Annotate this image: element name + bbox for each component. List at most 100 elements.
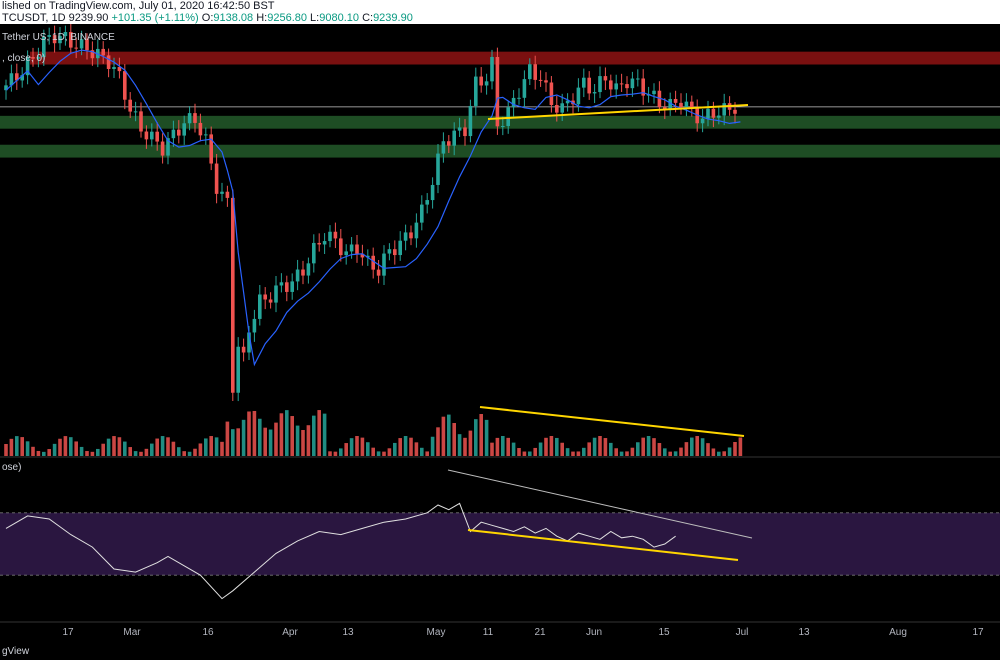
volume-bar <box>58 438 62 456</box>
candle-body <box>279 282 284 286</box>
volume-bar <box>501 436 505 456</box>
x-tick-label: Mar <box>123 627 141 638</box>
x-tick-label: 13 <box>342 627 354 638</box>
candle-body <box>182 123 186 136</box>
candle-body <box>9 73 14 86</box>
candle-body <box>528 64 532 80</box>
x-tick-label: 21 <box>534 627 546 638</box>
candle-body <box>79 39 84 49</box>
volume-bar <box>738 437 743 456</box>
volume-bar <box>452 423 456 456</box>
volume-bar <box>52 443 57 456</box>
volume-bar <box>393 442 397 456</box>
volume-bar <box>301 429 305 456</box>
candle-body <box>322 241 327 245</box>
candle-body <box>652 90 656 95</box>
volume-bar <box>360 437 365 456</box>
volume-bar <box>247 411 251 456</box>
volume-bar <box>96 448 100 456</box>
candle-body <box>717 115 721 118</box>
candle-body <box>236 346 240 393</box>
candle-body <box>376 269 381 276</box>
volume-bar <box>420 447 424 456</box>
candle-body <box>382 253 386 276</box>
candle-body <box>565 100 570 104</box>
candle-body <box>106 55 111 69</box>
candle-body <box>317 242 321 245</box>
volume-bar <box>220 441 224 456</box>
candle-body <box>484 81 489 86</box>
volume-bar <box>322 413 327 456</box>
candle-body <box>555 105 559 113</box>
volume-bar <box>614 448 618 456</box>
volume-bar <box>112 436 116 456</box>
candle-body <box>42 36 46 58</box>
volume-bar <box>349 438 354 456</box>
candle-body <box>733 109 737 114</box>
candle-body <box>598 76 602 93</box>
open-value: 9138.08 <box>213 12 254 24</box>
volume-bar <box>252 410 257 456</box>
open-label: O: <box>201 12 214 24</box>
volume-bar <box>544 437 548 456</box>
candle-body <box>641 78 645 96</box>
volume-bar <box>225 421 230 456</box>
volume-bar <box>652 438 656 456</box>
candle-body <box>333 231 338 239</box>
candle-body <box>123 71 127 100</box>
volume-bar <box>641 437 645 456</box>
candle-body <box>177 129 181 136</box>
candle-body <box>144 131 149 140</box>
candle-body <box>657 90 662 108</box>
last-price: 9239.90 <box>68 12 109 24</box>
low-value: 9080.10 <box>319 12 359 24</box>
candle-body <box>344 251 348 256</box>
x-tick-label: Apr <box>282 627 298 638</box>
volume-bar <box>663 448 667 456</box>
volume-bar <box>565 448 570 456</box>
candle-body <box>706 108 710 119</box>
volume-bar <box>144 448 149 456</box>
candle-body <box>25 57 30 76</box>
volume-trendline <box>479 406 745 437</box>
close-label: C: <box>362 12 374 24</box>
candle-body <box>268 299 273 303</box>
volume-bar <box>241 419 246 456</box>
candle-body <box>576 87 581 105</box>
volume-bar <box>630 447 635 456</box>
volume-bar <box>263 427 267 456</box>
candle-body <box>630 78 635 89</box>
candle-body <box>403 232 408 241</box>
volume-bar <box>160 436 165 456</box>
candle-body <box>247 332 251 353</box>
volume-bar <box>339 448 343 456</box>
volume-bar <box>204 438 208 456</box>
volume-bar <box>549 436 554 456</box>
candle-body <box>700 118 705 124</box>
x-tick-label: Aug <box>889 627 907 638</box>
volume-bar <box>533 447 537 456</box>
candle-body <box>625 84 629 89</box>
volume-bar <box>79 446 84 456</box>
ma-legend: , close, 0) <box>2 53 46 64</box>
candle-body <box>387 249 392 254</box>
candle-body <box>252 318 257 333</box>
candle-body <box>198 122 203 136</box>
volume-bar <box>603 438 608 456</box>
x-tick-label: 13 <box>798 627 810 638</box>
x-tick-label: 15 <box>658 627 670 638</box>
volume-bar <box>371 447 375 456</box>
candle-body <box>155 131 159 142</box>
volume-bar <box>619 451 624 456</box>
volume-bar <box>187 451 192 456</box>
rsi-resistance-trendline <box>447 469 753 539</box>
publish-header: lished on TradingView.com, July 01, 2020… <box>0 0 1000 24</box>
resistance-zone <box>30 51 1000 65</box>
volume-bar <box>328 451 332 456</box>
volume-bar <box>209 436 213 456</box>
candle-body <box>441 141 446 154</box>
price-chart[interactable]: 17 Mar 16 Apr 13 May 11 21 Jun 15 Jul 13 Aug 17 <box>0 24 1000 660</box>
candle-body <box>187 113 192 124</box>
candle-body <box>490 56 494 82</box>
candle-body <box>220 191 224 194</box>
